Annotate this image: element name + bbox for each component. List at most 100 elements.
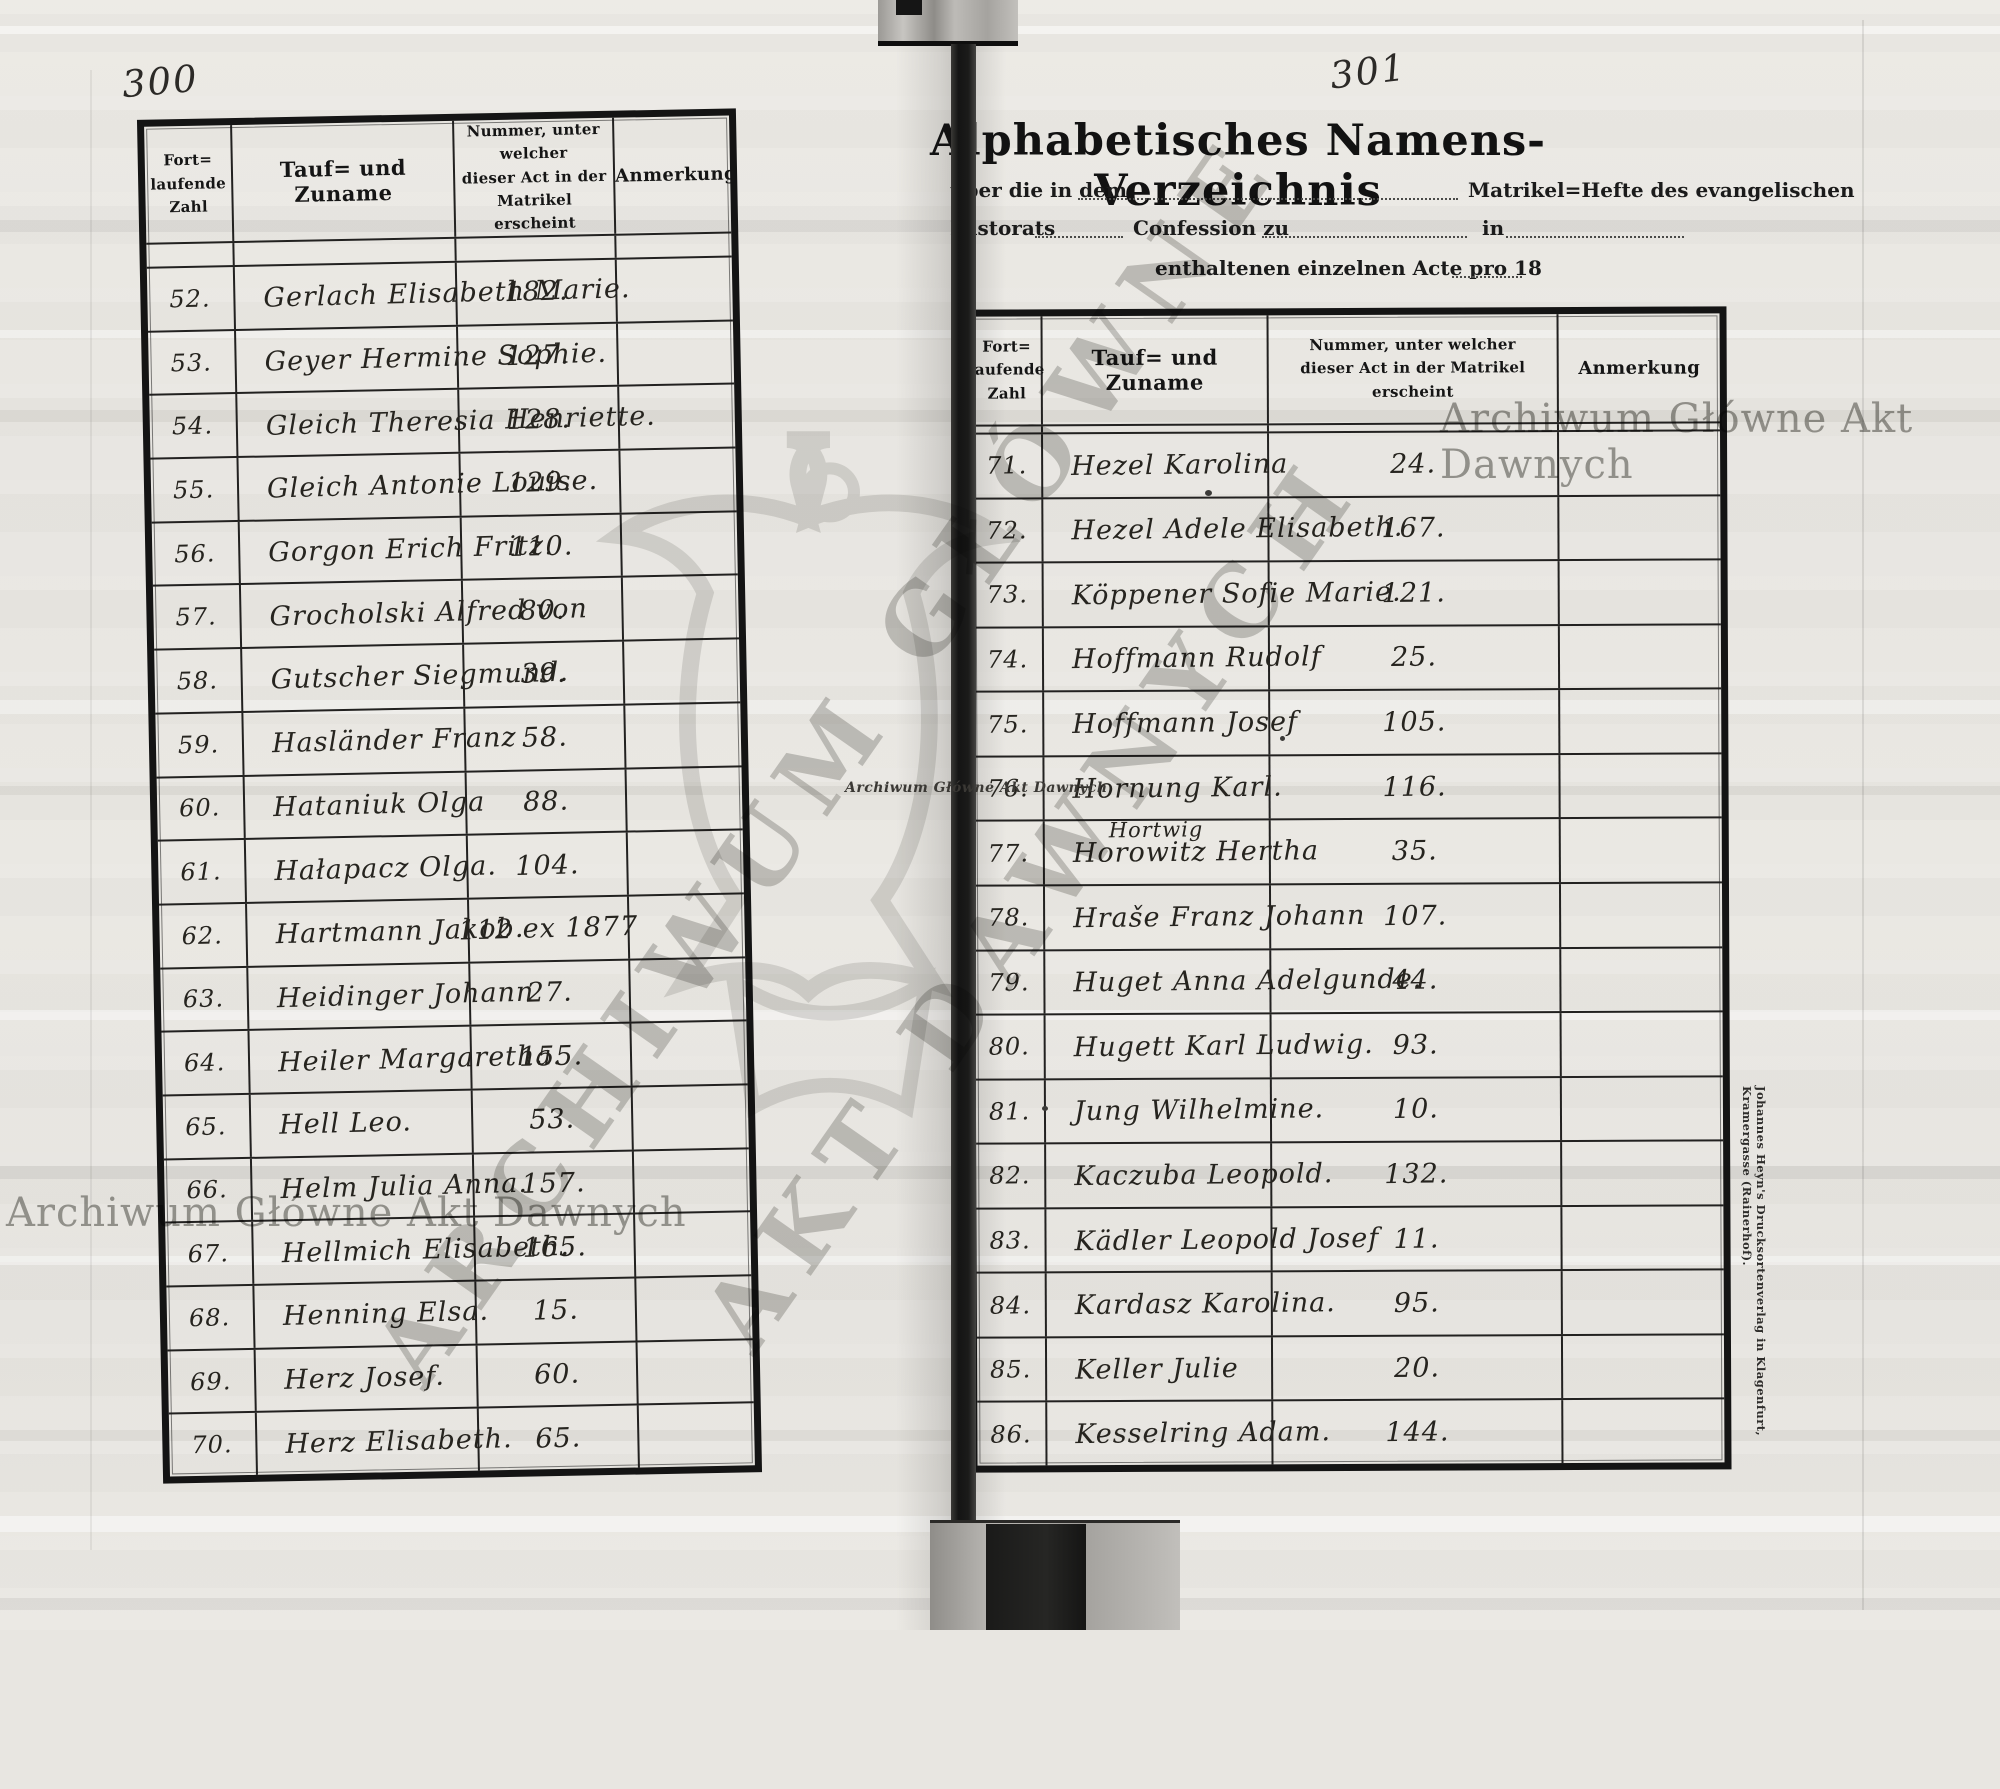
row-name-cell: Heiler Margaretha. <box>249 1026 563 1093</box>
row-number-cell: 64. <box>161 1031 251 1095</box>
row-matrikel-number-cell: 58. <box>465 705 627 771</box>
row-name-cell: Huget Anna Adelgunde. <box>1045 949 1422 1014</box>
row-number-cell: 83. <box>976 1209 1047 1272</box>
row-matrikel-number-cell: 20. <box>1272 1335 1564 1400</box>
ink-speck <box>1042 1106 1048 1111</box>
row-remark-cell <box>1560 560 1721 623</box>
row-remark-cell <box>1559 431 1720 494</box>
page-title: Alphabetisches Namens-Verzeichnis <box>929 116 1547 216</box>
row-number-cell: 80. <box>975 1015 1046 1079</box>
table-row: 69. Herz Josef. 60. <box>167 1339 754 1415</box>
row-matrikel-number-cell: 104. <box>467 832 629 898</box>
row-name-cell: Grocholski Alfred von <box>240 581 588 648</box>
row-matrikel-number-cell: 128. <box>459 387 621 452</box>
table-row: 61. Hałapacz Olga. 104. <box>157 830 744 906</box>
right-table-body: 71. Hezel Karolina 24. 72. Hezel Adele E… <box>973 431 1725 1466</box>
scanned-register-page: Archiwum Główne Akt Dawnych Archiwum Głó… <box>0 0 2000 1630</box>
table-row: 60. Hataniuk Olga 88. <box>156 766 743 842</box>
row-remark-cell <box>1563 1271 1724 1334</box>
row-number-cell: 61. <box>157 840 247 904</box>
row-matrikel-number-cell: 116. <box>1270 754 1561 819</box>
row-name-cell: Hoffmann Josef <box>1044 691 1298 756</box>
row-remark-cell <box>628 831 744 895</box>
row-remark-cell <box>638 1340 754 1404</box>
table-row: 65. Hell Leo. 53. <box>162 1085 749 1161</box>
row-name-cell: Gleich Theresia Henriette. <box>237 390 656 457</box>
row-number-cell: 68. <box>166 1285 256 1350</box>
book-spine-top <box>878 0 1018 46</box>
row-remark-cell <box>624 640 740 704</box>
row-number-cell: 52. <box>146 267 236 331</box>
row-name-cell: Helm Julia Anna. <box>251 1154 528 1221</box>
book-spine-bottom-dark <box>986 1524 1086 1630</box>
row-name-cell: Hortwig Horowitz Hertha <box>1044 818 1319 885</box>
row-name: Hataniuk Olga <box>272 786 486 823</box>
row-remark-cell <box>633 1085 749 1149</box>
row-remark-cell <box>619 385 735 449</box>
table-row: 84. Kardasz Karolina. 95. <box>976 1270 1724 1339</box>
row-name-cell: Herz Josef. <box>255 1345 479 1412</box>
row-matrikel-number-cell: 65. <box>478 1405 640 1471</box>
row-remark-cell <box>635 1213 751 1277</box>
row-name-cell: Kaczuba Leopold. <box>1046 1143 1334 1208</box>
form-dotted-line <box>1078 196 1458 200</box>
row-remark-cell <box>1560 625 1721 688</box>
row-name-cell: Herz Elisabeth. <box>256 1408 513 1475</box>
row-name-cell: Gutscher Siegmund. <box>242 644 569 711</box>
row-matrikel-number-cell: 182. <box>456 259 618 325</box>
row-remark-cell <box>1563 1335 1724 1398</box>
row-name-cell: Kardasz Karolina. <box>1046 1272 1336 1337</box>
row-matrikel-number-cell: 95. <box>1272 1271 1563 1336</box>
table-row: 67. Hellmich Elisabeth. 165. <box>165 1212 752 1288</box>
row-number-cell: 63. <box>160 967 250 1031</box>
table-row: 73. Köppener Sofie Marie. 121. <box>973 560 1721 629</box>
right-index-table: Fort= laufende Zahl Tauf= und Zuname Num… <box>965 306 1732 1473</box>
row-matrikel-number-cell: 11. <box>1272 1206 1563 1271</box>
row-matrikel-number-cell: 44. <box>1271 948 1562 1013</box>
row-name-cell: Keller Julie <box>1046 1337 1274 1401</box>
table-row: 83. Kädler Leopold Josef 11. <box>976 1206 1724 1274</box>
table-row: 78. Hraše Franz Johann 107. <box>974 883 1723 952</box>
row-number-cell: 55. <box>150 458 240 522</box>
ink-speck <box>1280 736 1285 741</box>
row-remark-cell <box>1561 883 1722 946</box>
table-row: 81. Jung Wilhelmine. 10. <box>975 1076 1724 1145</box>
form-dotted-line <box>1262 234 1467 238</box>
table-row: 70. Herz Elisabeth. 65. <box>168 1404 755 1477</box>
table-row: 54. Gleich Theresia Henriette. 128. <box>149 384 736 460</box>
header-matrikel-nummer: Nummer, unter welcher dieser Act in der … <box>454 117 617 238</box>
row-name: Hell Leo. <box>278 1106 413 1142</box>
row-matrikel-number-cell: 93. <box>1271 1013 1562 1077</box>
row-remark-cell <box>634 1149 750 1213</box>
row-matrikel-number-cell: 127. <box>457 323 620 389</box>
row-matrikel-number-cell: 112 ex 1877 <box>458 896 639 962</box>
row-remark-cell <box>618 321 734 385</box>
right-table-header: Fort= laufende Zahl Tauf= und Zuname Num… <box>969 313 1720 427</box>
row-name-cell: Hartmann Jakob. <box>247 899 525 966</box>
form-label-in: in <box>1482 216 1505 240</box>
form-dotted-line <box>1452 274 1522 278</box>
row-number-cell: 54. <box>149 394 239 458</box>
row-number-cell: 53. <box>148 330 238 395</box>
table-row: 75. Hoffmann Josef 105. <box>974 689 1722 758</box>
page-edge <box>1862 20 1864 1610</box>
right-page-number: 301 <box>1327 45 1409 98</box>
table-row: 79. Huget Anna Adelgunde. 44. <box>975 947 1723 1016</box>
row-number-cell: 69. <box>167 1349 257 1413</box>
row-number-cell: 77. <box>974 821 1045 885</box>
row-number-cell: 60. <box>156 776 246 840</box>
row-name-cell: Gerlach Elisabeth Marie. <box>234 262 631 329</box>
header-fortlaufende-zahl: Fort= laufende Zahl <box>969 316 1045 425</box>
row-matrikel-number-cell: 144. <box>1273 1400 1564 1465</box>
row-number-cell: 56. <box>151 521 241 586</box>
row-remark-cell <box>622 512 738 576</box>
row-remark-cell <box>636 1276 752 1340</box>
printer-imprint: Johannes Heyn's Drucksortenverlag in Kla… <box>1740 1086 1768 1437</box>
row-number-cell: 57. <box>152 585 243 649</box>
row-name-cell: Köppener Sofie Marie. <box>1043 562 1402 627</box>
table-row: 57. Grocholski Alfred von 80. <box>152 575 740 651</box>
row-name: Hoffmann Josef <box>1072 706 1299 741</box>
row-matrikel-number-cell: 155. <box>471 1023 633 1089</box>
row-remark-cell <box>1560 690 1721 753</box>
row-name-cell: Geyer Hermine Sophie. <box>236 326 607 393</box>
